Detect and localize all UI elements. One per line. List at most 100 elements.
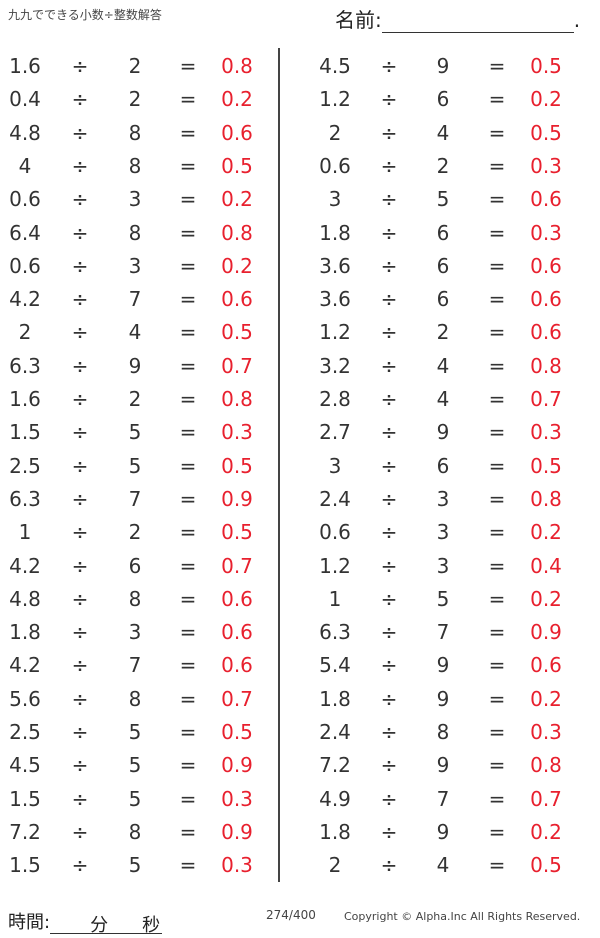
divide-sign: ÷ bbox=[71, 353, 89, 378]
dividend: 4.9 bbox=[319, 786, 351, 811]
equals-sign: = bbox=[179, 420, 197, 445]
answer: 0.2 bbox=[530, 87, 562, 112]
problem-row: 4.5 ÷ 9 = 0.5 bbox=[0, 50, 562, 83]
divisor: 2 bbox=[128, 87, 142, 112]
problem-row: 1.8 ÷ 6 = 0.3 bbox=[0, 217, 562, 250]
divisor: 3 bbox=[128, 620, 142, 645]
divide-sign: ÷ bbox=[380, 620, 398, 645]
answer: 0.6 bbox=[530, 253, 562, 278]
problem-row: 7.2 ÷ 8 = 0.9 bbox=[0, 816, 280, 849]
equals-sign: = bbox=[488, 420, 506, 445]
answer: 0.6 bbox=[221, 287, 253, 312]
answer: 0.2 bbox=[221, 87, 253, 112]
answer: 0.6 bbox=[530, 320, 562, 345]
problem-row: 1.5 ÷ 5 = 0.3 bbox=[0, 416, 280, 449]
divisor: 5 bbox=[128, 453, 142, 478]
answer: 0.3 bbox=[221, 853, 253, 878]
divisor: 3 bbox=[128, 187, 142, 212]
problem-row: 0.6 ÷ 3 = 0.2 bbox=[0, 516, 562, 549]
answer: 0.5 bbox=[530, 120, 562, 145]
dividend: 0.6 bbox=[9, 187, 41, 212]
column-divider bbox=[278, 48, 280, 882]
divisor: 2 bbox=[128, 54, 142, 78]
divide-sign: ÷ bbox=[380, 553, 398, 578]
equals-sign: = bbox=[488, 586, 506, 611]
problem-row: 1 ÷ 5 = 0.2 bbox=[0, 583, 562, 616]
equals-sign: = bbox=[488, 153, 506, 178]
name-line bbox=[381, 12, 574, 33]
divisor: 7 bbox=[128, 287, 142, 312]
dividend: 6.3 bbox=[319, 620, 351, 645]
problem-row: 2.7 ÷ 9 = 0.3 bbox=[0, 416, 562, 449]
divisor: 4 bbox=[128, 320, 142, 345]
dividend: 2.5 bbox=[9, 453, 41, 478]
answer: 0.8 bbox=[221, 387, 253, 411]
answer: 0.8 bbox=[530, 486, 562, 511]
equals-sign: = bbox=[179, 720, 197, 744]
problem-row: 0.4 ÷ 2 = 0.2 bbox=[0, 83, 280, 116]
dividend: 0.6 bbox=[9, 253, 41, 278]
answer: 0.3 bbox=[530, 420, 562, 445]
dividend: 4 bbox=[18, 153, 32, 178]
answer: 0.9 bbox=[221, 819, 253, 844]
answer: 0.2 bbox=[530, 520, 562, 545]
answer: 0.5 bbox=[221, 520, 253, 545]
equals-sign: = bbox=[179, 486, 197, 511]
equals-sign: = bbox=[488, 686, 506, 711]
dividend: 2.5 bbox=[9, 720, 41, 744]
equals-sign: = bbox=[488, 620, 506, 645]
equals-sign: = bbox=[179, 220, 197, 245]
equals-sign: = bbox=[179, 353, 197, 378]
problem-row: 3.6 ÷ 6 = 0.6 bbox=[0, 283, 562, 316]
divisor: 8 bbox=[128, 819, 142, 844]
divide-sign: ÷ bbox=[380, 87, 398, 112]
divide-sign: ÷ bbox=[380, 54, 398, 78]
divide-sign: ÷ bbox=[380, 819, 398, 844]
problem-row: 1.5 ÷ 5 = 0.3 bbox=[0, 783, 280, 816]
equals-sign: = bbox=[488, 220, 506, 245]
divide-sign: ÷ bbox=[71, 220, 89, 245]
equals-sign: = bbox=[179, 387, 197, 411]
answer: 0.6 bbox=[530, 187, 562, 212]
divide-sign: ÷ bbox=[71, 520, 89, 545]
answer: 0.7 bbox=[221, 686, 253, 711]
dividend: 5.6 bbox=[9, 686, 41, 711]
answer: 0.7 bbox=[530, 786, 562, 811]
dividend: 1.2 bbox=[319, 320, 351, 345]
divide-sign: ÷ bbox=[380, 686, 398, 711]
divisor: 9 bbox=[436, 420, 450, 445]
name-label: 名前: bbox=[335, 8, 382, 32]
equals-sign: = bbox=[488, 486, 506, 511]
divide-sign: ÷ bbox=[380, 586, 398, 611]
problem-row: 2.4 ÷ 8 = 0.3 bbox=[0, 716, 562, 749]
divide-sign: ÷ bbox=[71, 553, 89, 578]
problem-row: 3 ÷ 6 = 0.5 bbox=[0, 450, 562, 483]
divisor: 7 bbox=[128, 653, 142, 678]
problem-row: 2.5 ÷ 5 = 0.5 bbox=[0, 716, 280, 749]
dividend: 1.6 bbox=[9, 54, 41, 78]
problem-row: 3.2 ÷ 4 = 0.8 bbox=[0, 350, 562, 383]
dividend: 2 bbox=[328, 853, 342, 878]
answer: 0.3 bbox=[530, 153, 562, 178]
equals-sign: = bbox=[488, 653, 506, 678]
dividend: 1 bbox=[18, 520, 32, 545]
answer: 0.6 bbox=[530, 653, 562, 678]
divisor: 6 bbox=[436, 220, 450, 245]
divisor: 5 bbox=[128, 853, 142, 878]
equals-sign: = bbox=[179, 87, 197, 112]
divisor: 9 bbox=[436, 819, 450, 844]
dividend: 1 bbox=[328, 586, 342, 611]
dividend: 3.6 bbox=[319, 253, 351, 278]
answer: 0.8 bbox=[221, 220, 253, 245]
divide-sign: ÷ bbox=[71, 320, 89, 345]
answer: 0.5 bbox=[221, 453, 253, 478]
problem-row: 0.6 ÷ 3 = 0.2 bbox=[0, 183, 280, 216]
divisor: 8 bbox=[128, 686, 142, 711]
divisor: 7 bbox=[436, 620, 450, 645]
equals-sign: = bbox=[488, 853, 506, 878]
problem-row: 3.6 ÷ 6 = 0.6 bbox=[0, 250, 562, 283]
equals-sign: = bbox=[488, 54, 506, 78]
divisor: 5 bbox=[436, 586, 450, 611]
answer: 0.2 bbox=[530, 586, 562, 611]
problem-row: 2 ÷ 4 = 0.5 bbox=[0, 849, 562, 882]
